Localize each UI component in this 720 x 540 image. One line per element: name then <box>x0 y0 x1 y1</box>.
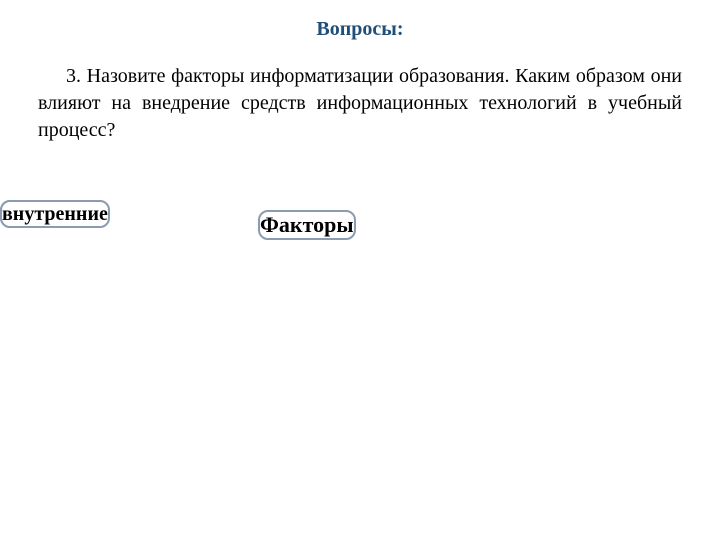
diagram-node-parent: Факторы <box>258 210 468 292</box>
factors-diagram: Факторы внешние внутренние <box>0 200 720 520</box>
page-title: Вопросы: <box>38 18 682 41</box>
diagram-node-child-label: внутренние <box>2 202 108 226</box>
question-text: 3. Назовите факторы информатизации образ… <box>38 63 682 144</box>
diagram-node-parent-label: Факторы <box>260 212 354 238</box>
